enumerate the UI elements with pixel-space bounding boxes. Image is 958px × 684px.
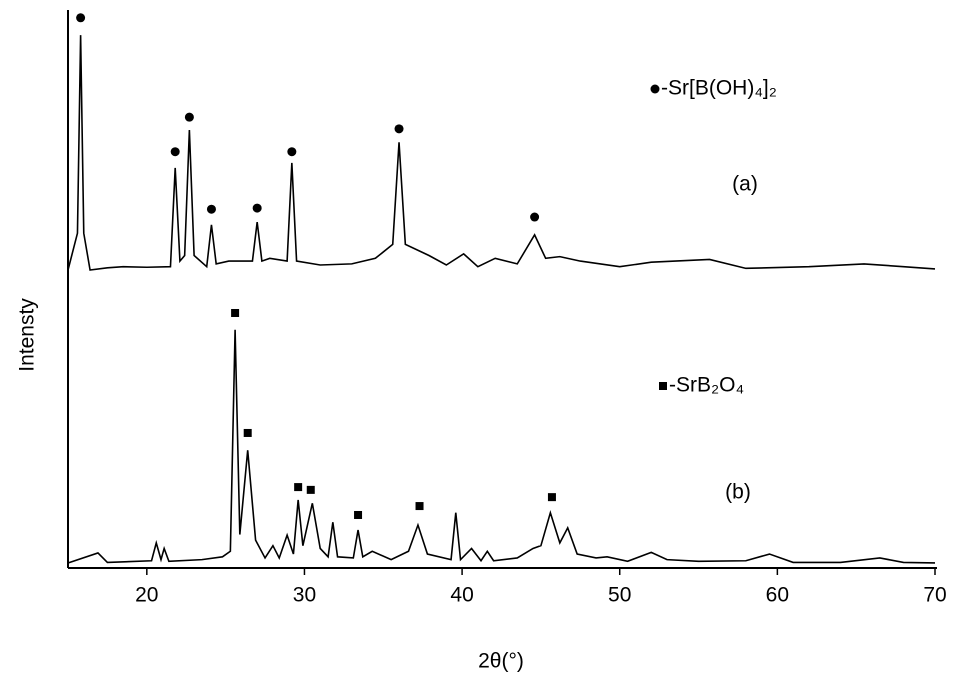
x-tick-label: 30 [293, 584, 316, 607]
x-tick-label: 40 [450, 584, 473, 607]
peak-marker [294, 483, 303, 492]
pattern-label: (a) [732, 173, 758, 196]
peak-marker [394, 124, 404, 134]
x-tick-label: 70 [923, 584, 946, 607]
peak-marker [547, 493, 556, 502]
peak-marker [206, 204, 216, 214]
x-axis-label: 2θ(°) [478, 650, 524, 673]
legend-marker [650, 84, 660, 94]
peak-marker [252, 203, 262, 213]
pattern-label: (b) [725, 481, 751, 504]
x-tick-label: 50 [608, 584, 631, 607]
legend-label: -SrB₂O₄ [669, 374, 744, 397]
x-tick-label: 20 [135, 584, 158, 607]
peak-marker [415, 502, 424, 511]
x-tick-label: 60 [766, 584, 789, 607]
xrd-pattern [67, 329, 936, 564]
legend-marker [659, 382, 667, 390]
peak-marker [306, 485, 315, 494]
xrd-pattern [67, 35, 936, 271]
peak-marker [530, 212, 540, 222]
peak-marker [287, 147, 297, 157]
peak-marker [184, 112, 194, 122]
peak-marker [243, 428, 252, 437]
legend-label: -Sr[B(OH)₄]₂ [661, 77, 777, 100]
peak-marker [231, 308, 240, 317]
peak-marker [170, 147, 180, 157]
peak-marker [76, 13, 86, 23]
y-axis-label: Intensty [16, 298, 39, 372]
peak-marker [354, 510, 363, 519]
